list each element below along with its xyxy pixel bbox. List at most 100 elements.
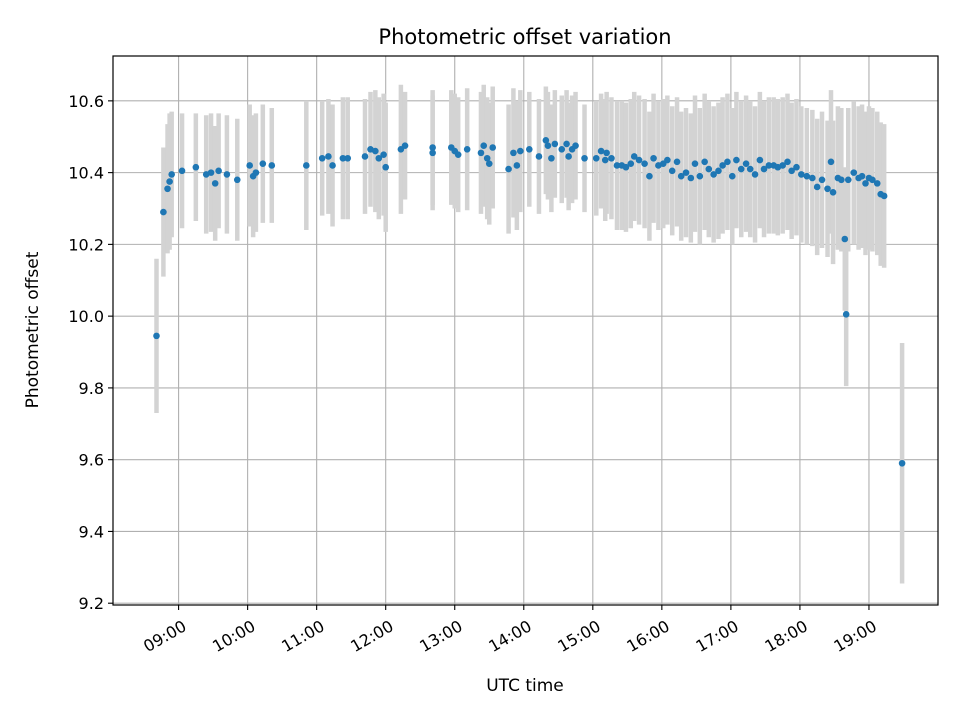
y-tick-label: 9.2 (79, 594, 104, 613)
x-axis-label: UTC time (486, 676, 564, 696)
data-point (563, 140, 570, 148)
data-point (682, 169, 690, 176)
data-points (153, 137, 906, 467)
data-point (401, 142, 409, 150)
data-point (361, 153, 369, 160)
y-tick-label: 10.2 (68, 235, 104, 254)
data-point (207, 169, 215, 176)
data-point (844, 176, 852, 184)
data-point (489, 144, 497, 151)
data-point (793, 163, 800, 171)
data-point (809, 174, 816, 182)
data-point (382, 163, 389, 171)
y-tick-label: 10.0 (68, 307, 104, 326)
data-point (880, 192, 888, 200)
chart-title: Photometric offset variation (378, 25, 671, 49)
y-tick-label: 10.4 (68, 164, 104, 183)
data-point (813, 183, 821, 191)
data-point (635, 156, 643, 164)
y-tick-label: 10.6 (68, 92, 104, 111)
plot-area-frame (112, 55, 939, 606)
data-point (751, 171, 759, 178)
data-point (513, 162, 521, 169)
data-point (259, 160, 267, 167)
data-point (325, 153, 332, 160)
data-point (517, 147, 524, 155)
data-point (603, 149, 610, 157)
data-point (485, 160, 493, 167)
data-point (454, 151, 462, 158)
data-point (742, 160, 750, 167)
data-point (601, 156, 609, 164)
data-point (192, 163, 200, 171)
data-point (535, 153, 543, 160)
data-point (510, 149, 517, 157)
data-point (779, 162, 786, 169)
data-point (701, 158, 708, 166)
data-point (862, 180, 869, 187)
data-point (380, 151, 387, 158)
data-point (650, 154, 657, 162)
data-point (746, 165, 754, 173)
data-point (641, 160, 648, 167)
data-point (252, 169, 260, 176)
data-point (664, 156, 671, 164)
data-point (869, 176, 876, 184)
data-point (233, 176, 241, 184)
data-point (168, 171, 175, 178)
data-point (691, 160, 699, 167)
data-point (505, 165, 512, 173)
y-tick-label: 9.6 (79, 451, 104, 470)
data-point (719, 162, 726, 169)
data-point (710, 171, 717, 178)
data-point (677, 172, 685, 180)
data-point (841, 235, 849, 243)
data-point (733, 156, 740, 164)
data-point (372, 147, 379, 155)
data-point (215, 167, 222, 175)
data-point (850, 169, 858, 176)
y-tick-label: 9.8 (79, 379, 104, 398)
data-point (696, 172, 704, 180)
data-point (622, 163, 630, 171)
data-point (344, 154, 352, 162)
data-point (558, 145, 566, 153)
data-point (463, 145, 471, 153)
data-point (525, 145, 533, 153)
data-point (798, 171, 805, 178)
data-point (827, 158, 835, 166)
data-point (572, 142, 579, 150)
data-point (483, 154, 491, 162)
data-point (551, 140, 559, 148)
data-point (592, 154, 600, 162)
data-point (608, 154, 615, 162)
y-tick-label: 9.4 (79, 522, 104, 541)
data-point (824, 185, 831, 193)
data-point (211, 180, 219, 187)
data-point (429, 149, 436, 157)
data-point (544, 142, 552, 150)
data-point (429, 144, 436, 151)
data-point (765, 162, 773, 169)
data-point (160, 208, 167, 216)
data-point (818, 176, 826, 184)
data-point (784, 158, 791, 166)
data-point (339, 154, 347, 162)
data-point (760, 165, 768, 173)
data-point (375, 154, 383, 162)
data-point (705, 165, 713, 173)
data-point (728, 172, 736, 180)
data-point (542, 137, 550, 144)
data-point (178, 167, 186, 175)
data-point (627, 160, 635, 167)
data-point (858, 172, 866, 180)
data-point (756, 156, 764, 164)
data-point (646, 172, 653, 180)
data-point (898, 459, 906, 467)
data-point (246, 162, 253, 169)
data-point (838, 176, 845, 184)
data-point (548, 154, 555, 162)
data-point (303, 162, 310, 169)
data-point (630, 153, 638, 160)
data-point (565, 153, 572, 160)
